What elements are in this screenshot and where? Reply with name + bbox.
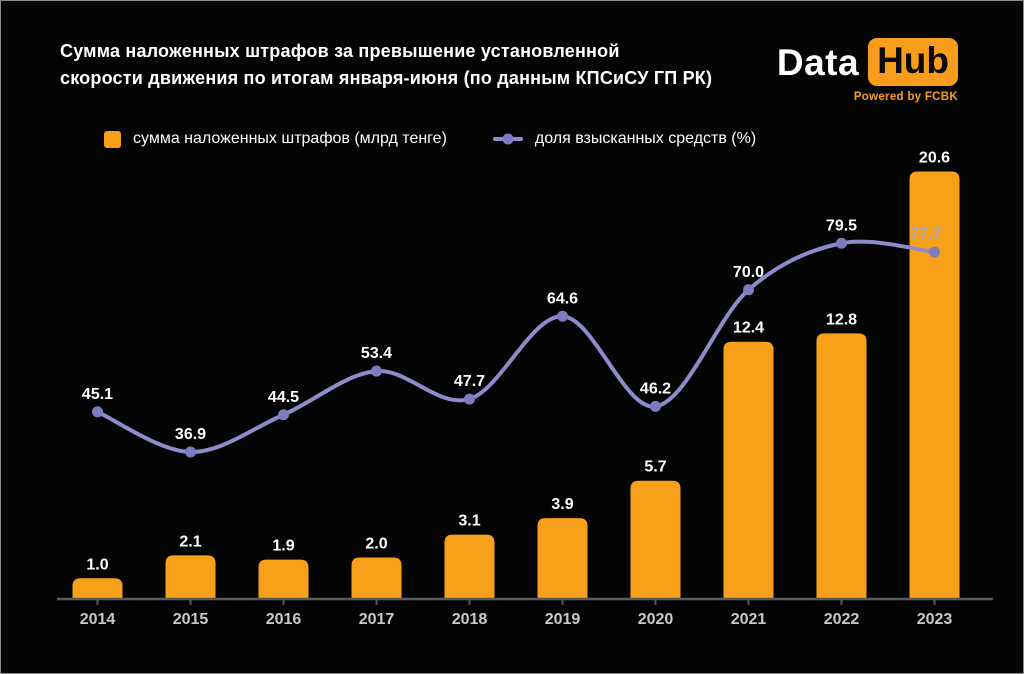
bar-2015: [165, 555, 216, 599]
x-tick-label-2023: 2023: [917, 611, 953, 628]
line-value-label-2020: 46.2: [640, 380, 671, 397]
line-value-label-2015: 36.9: [175, 426, 206, 443]
chart-title: Сумма наложенных штрафов за превышение у…: [60, 38, 712, 92]
line-value-label-2019: 64.6: [547, 290, 578, 307]
legend-item-bars: сумма наложенных штрафов (млрд тенге): [104, 130, 447, 148]
chart-title-line1: Сумма наложенных штрафов за превышение у…: [60, 41, 620, 61]
trend-line: [95, 239, 937, 454]
x-tick-label-2021: 2021: [731, 611, 767, 628]
line-value-label-2023: 77.7: [910, 226, 941, 243]
line-series-dot-icon: [502, 133, 514, 145]
x-tick-label-2018: 2018: [452, 611, 488, 628]
bar-2023: [909, 171, 960, 600]
bar-value-label-2014: 1.0: [86, 556, 108, 573]
bar-value-label-2018: 3.1: [458, 513, 480, 530]
bar-value-label-2015: 2.1: [179, 533, 201, 550]
bar-2014: [72, 578, 123, 599]
x-tick-label-2014: 2014: [80, 611, 116, 628]
line-point-2023: [929, 246, 940, 258]
line-point-2018: [464, 393, 475, 405]
legend-bar-label: сумма наложенных штрафов (млрд тенге): [133, 130, 447, 147]
bar-value-label-2019: 3.9: [551, 496, 573, 513]
line-point-2017: [371, 365, 382, 377]
bar-value-label-2021: 12.4: [733, 320, 764, 337]
bar-2019: [537, 518, 588, 599]
bar-2016: [258, 559, 309, 599]
bar-series-swatch-icon: [104, 130, 121, 148]
line-value-label-2018: 47.7: [454, 373, 485, 390]
line-point-2020: [650, 400, 661, 412]
line-value-label-2014: 45.1: [82, 386, 113, 403]
chart-title-line2: скорости движения по итогам января-июня …: [60, 68, 713, 88]
bar-value-label-2016: 1.9: [272, 538, 294, 555]
line-value-label-2022: 79.5: [826, 217, 857, 234]
bar-value-label-2023: 20.6: [919, 150, 950, 167]
line-point-2016: [278, 409, 289, 421]
datahub-logo: Data Hub Powered by FCBK: [777, 38, 958, 103]
line-value-label-2021: 70.0: [733, 264, 764, 281]
bar-2021: [723, 341, 774, 599]
legend-item-line: доля взысканных средств (%): [492, 130, 757, 148]
x-tick-label-2022: 2022: [824, 611, 860, 628]
bar-2017: [351, 557, 402, 599]
line-point-2021: [743, 284, 754, 296]
legend-line-label: доля взысканных средств (%): [534, 130, 757, 147]
line-value-label-2016: 44.5: [268, 389, 299, 406]
x-tick-label-2016: 2016: [266, 611, 302, 628]
bar-value-label-2017: 2.0: [365, 536, 387, 553]
bar-2022: [816, 333, 867, 599]
bar-value-label-2020: 5.7: [644, 459, 666, 476]
datahub-logo-wordmark: Data Hub: [777, 38, 958, 86]
x-tick-label-2020: 2020: [638, 611, 674, 628]
bar-2020: [630, 480, 681, 599]
legend: сумма наложенных штрафов (млрд тенге) до…: [104, 130, 756, 148]
line-series-marker-icon: [492, 133, 523, 145]
line-point-2019: [557, 310, 568, 322]
logo-text-hub: Hub: [868, 38, 958, 86]
line-point-2015: [185, 446, 196, 458]
line-value-label-2017: 53.4: [361, 345, 392, 362]
x-tick-label-2017: 2017: [359, 611, 395, 628]
logo-text-data: Data: [776, 41, 860, 83]
x-tick-label-2015: 2015: [173, 611, 209, 628]
bar-value-label-2022: 12.8: [826, 311, 857, 328]
line-point-2014: [92, 406, 103, 418]
line-point-2022: [836, 237, 847, 249]
logo-powered-by: Powered by FCBK: [853, 91, 958, 103]
x-tick-label-2019: 2019: [545, 611, 581, 628]
bar-2018: [444, 534, 495, 599]
